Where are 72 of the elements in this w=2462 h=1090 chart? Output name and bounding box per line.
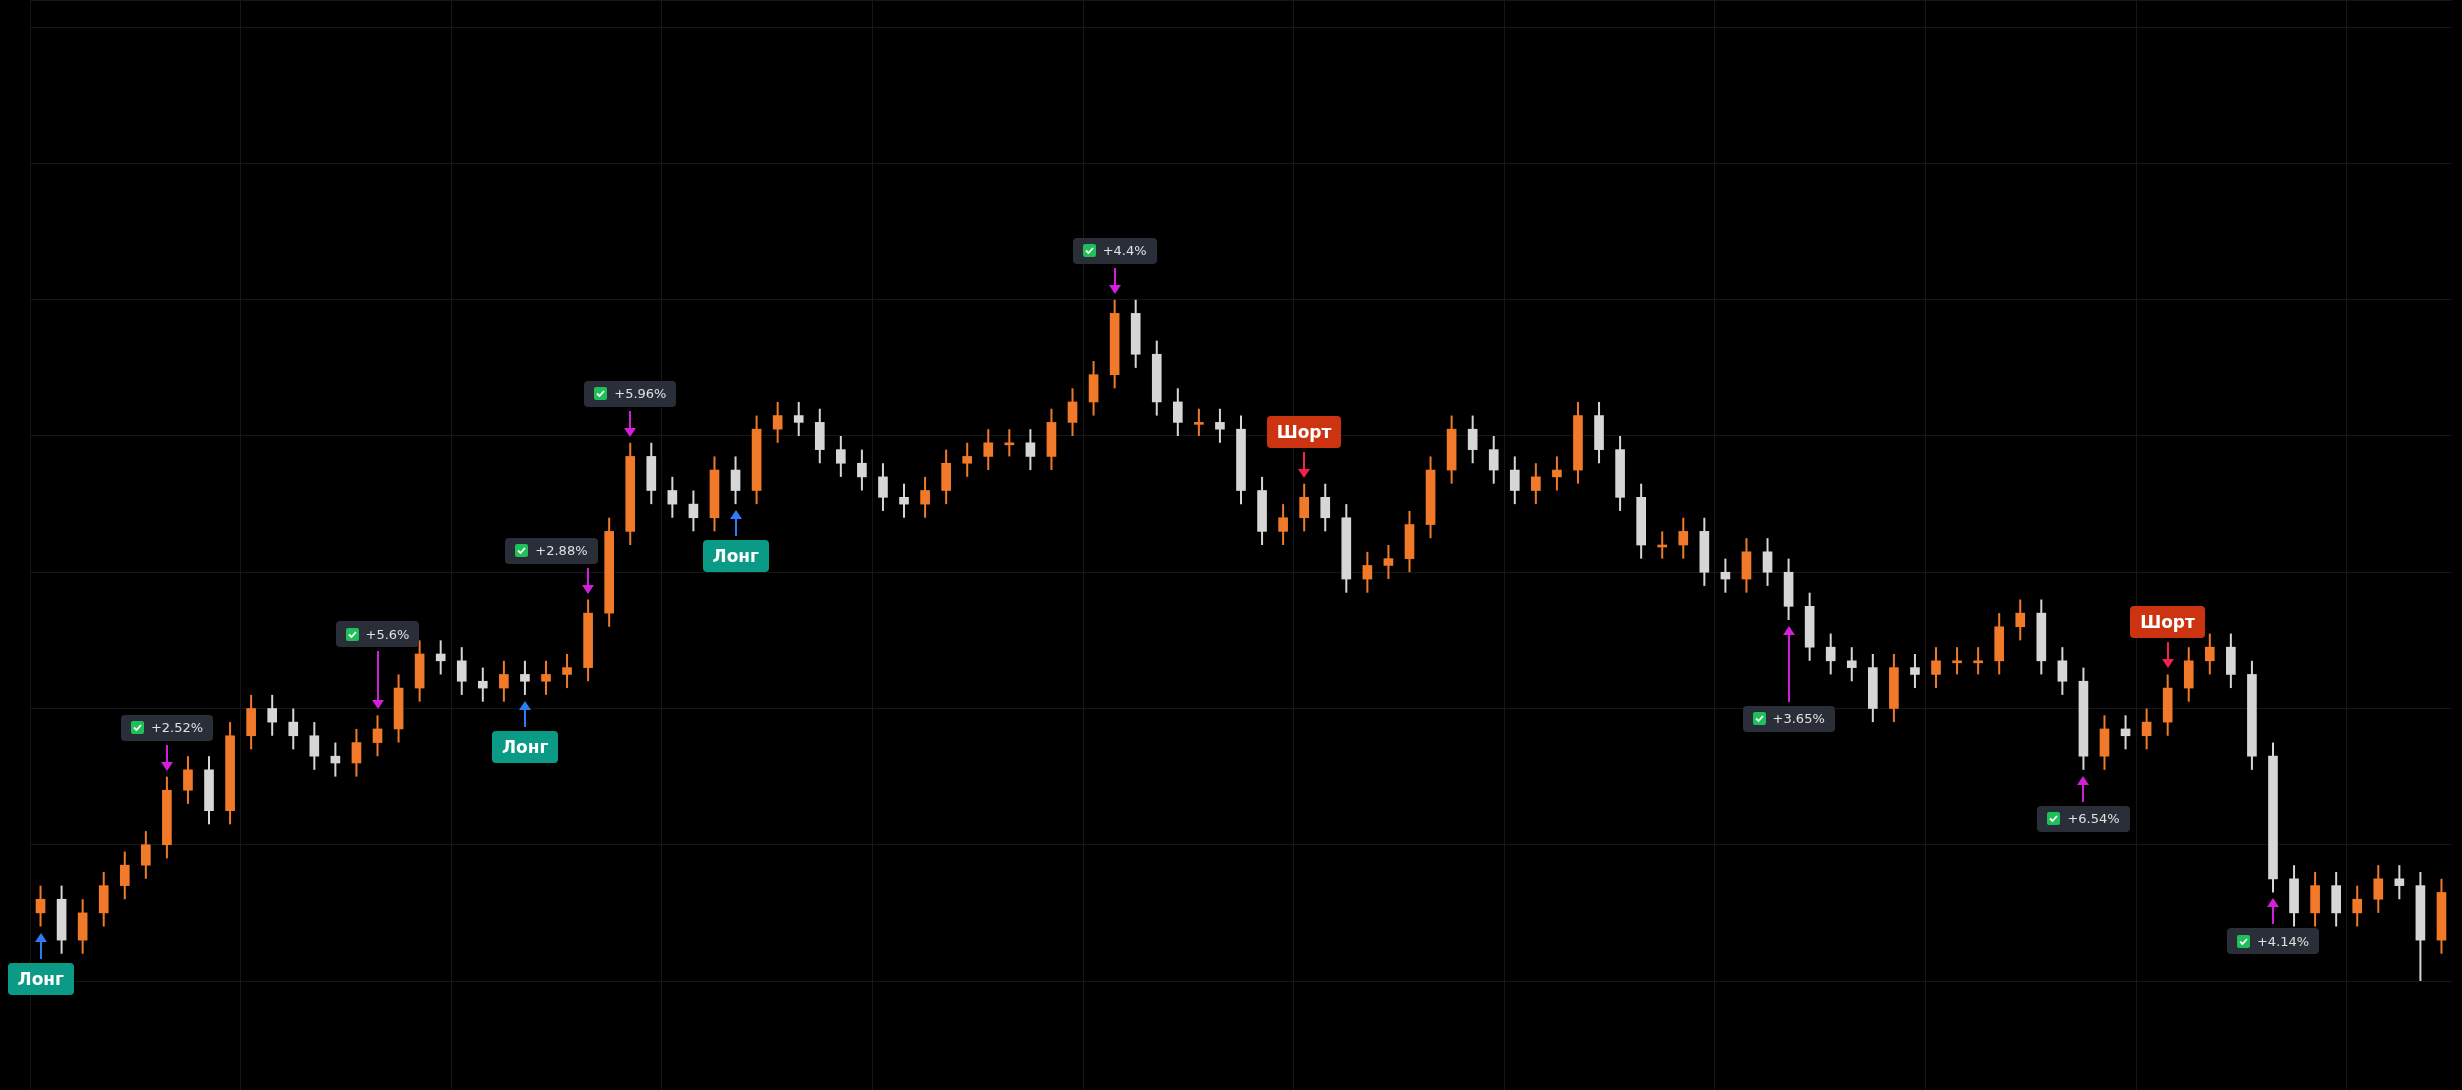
- candlestick: [1194, 407, 1204, 437]
- candlestick: [1509, 455, 1520, 506]
- candlestick: [1678, 516, 1689, 560]
- candlestick: [857, 448, 867, 492]
- candlestick: [2394, 864, 2405, 901]
- candlestick: [541, 659, 551, 696]
- annotation: +6.54%: [2067, 811, 2120, 827]
- candlestick: [35, 884, 46, 928]
- candlestick: [2057, 646, 2068, 696]
- annotation: Лонг: [17, 968, 64, 989]
- candlestick: [1320, 482, 1331, 533]
- candlestick: [836, 435, 846, 478]
- candlestick: [1825, 632, 1836, 676]
- annotation: Лонг: [712, 546, 759, 567]
- candlestick: [562, 653, 572, 690]
- candlestick: [1910, 653, 1920, 690]
- candlestick: [520, 659, 530, 696]
- candlestick: [477, 666, 488, 703]
- candlestick: [267, 693, 278, 737]
- candlestick: [1846, 646, 1857, 683]
- candlestick: [456, 646, 467, 696]
- candlestick: [730, 455, 741, 506]
- candlestick: [183, 755, 193, 805]
- candlestick: [1952, 646, 1962, 676]
- annotation: +3.65%: [1772, 711, 1825, 727]
- candlestick: [1762, 537, 1773, 587]
- candlestick: [899, 482, 909, 519]
- candlestick: [2373, 864, 2384, 914]
- candlestick: [288, 707, 299, 751]
- annotation: Шорт: [2140, 612, 2195, 633]
- candlestick: [499, 659, 509, 703]
- candlestick: [772, 400, 783, 444]
- annotation: +2.88%: [535, 543, 588, 558]
- annotation: +4.14%: [2256, 933, 2310, 949]
- candlestick: [2204, 632, 2215, 676]
- candlestick: [667, 475, 678, 519]
- candlestick: [1531, 462, 1541, 506]
- candlestick: [1973, 646, 1983, 676]
- candlestick: [983, 428, 994, 472]
- candlestick: [1278, 503, 1288, 546]
- annotation: +5.96%: [614, 386, 667, 402]
- annotation: Лонг: [501, 736, 549, 757]
- candlestick: [2352, 884, 2363, 928]
- candlestick: [1488, 435, 1499, 485]
- candlestick: [920, 475, 930, 519]
- candlestick: [878, 462, 888, 512]
- candlestick: [1172, 387, 1183, 437]
- candlestick: [1299, 482, 1310, 533]
- candlestick: [309, 721, 320, 771]
- candlestick: [962, 441, 973, 478]
- candlestick: [793, 400, 804, 437]
- candlestick: [1467, 414, 1478, 465]
- candlestick: [2141, 707, 2152, 751]
- annotation: +5.6%: [365, 626, 410, 642]
- candlestick: [1362, 550, 1373, 594]
- candlestick: [435, 639, 446, 676]
- text: +4.4%: [1102, 243, 1147, 259]
- annotation: Шорт: [1276, 421, 1332, 442]
- candlestick: [1004, 428, 1015, 458]
- candlestick: [1931, 646, 1941, 690]
- candlestick: [1552, 455, 1562, 492]
- annotation: +2.52%: [150, 720, 204, 736]
- candlestick: [688, 489, 699, 533]
- candlestick: [1025, 428, 1036, 472]
- candlestick: [2015, 598, 2026, 642]
- candlestick: [1383, 544, 1394, 581]
- candlestick: [351, 727, 362, 778]
- candlestick: [1215, 407, 1225, 444]
- candlestick: [141, 830, 151, 880]
- candlestick: [1067, 387, 1078, 437]
- candlestick: [372, 714, 383, 758]
- candlestick: [119, 850, 130, 901]
